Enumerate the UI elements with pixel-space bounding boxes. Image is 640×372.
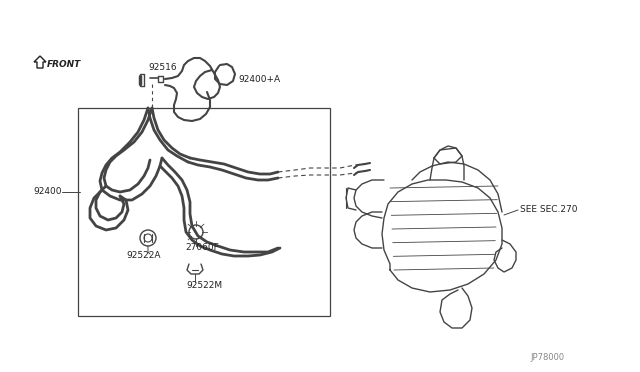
Bar	[78, 108, 330, 316]
Text: SEE SEC.270: SEE SEC.270	[520, 205, 577, 215]
Text: JP78000: JP78000	[530, 353, 564, 362]
Text: 92400+A: 92400+A	[238, 74, 280, 83]
Text: FRONT: FRONT	[47, 60, 81, 69]
Text: 92522M: 92522M	[186, 282, 222, 291]
Text: 27060F: 27060F	[185, 244, 219, 253]
Text: 92516: 92516	[148, 64, 177, 73]
Text: 92522A: 92522A	[126, 251, 161, 260]
Text: 92400: 92400	[33, 187, 62, 196]
